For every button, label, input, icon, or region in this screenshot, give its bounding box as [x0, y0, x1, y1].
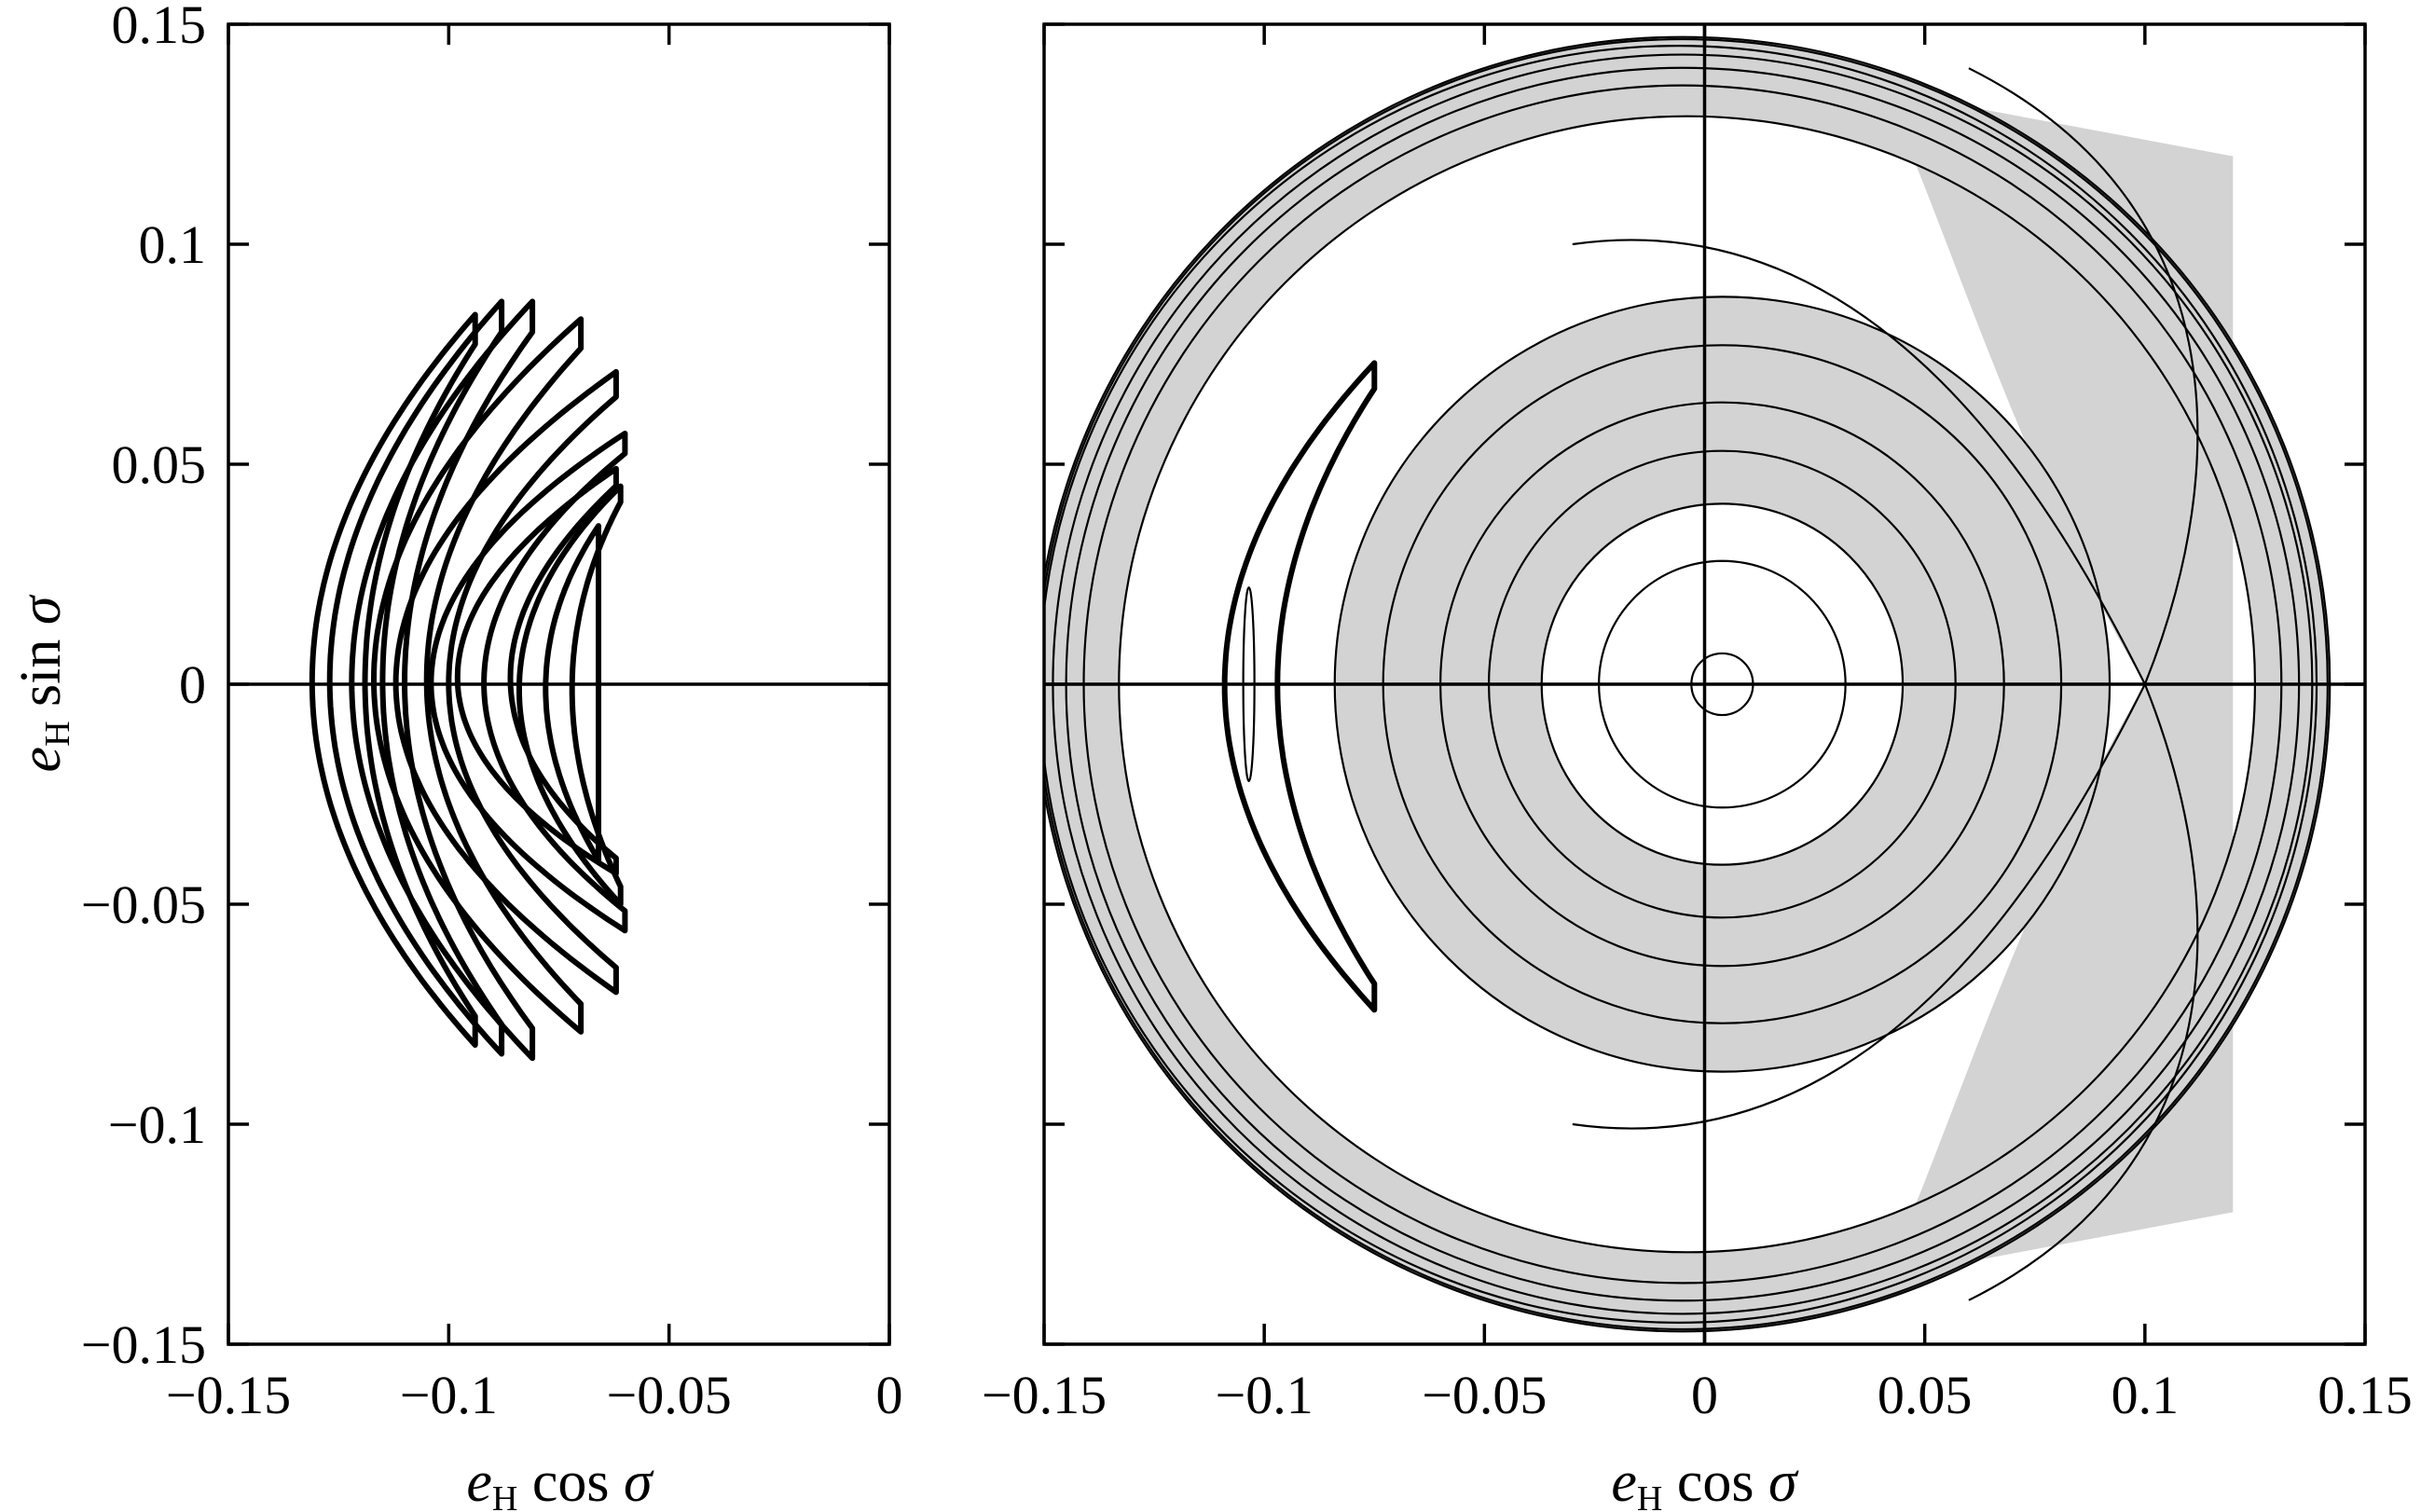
right-separatrix-curve: [1572, 683, 2146, 1130]
left-x-tick-label: −0.15: [166, 1365, 291, 1425]
left-y-tick-label: 0: [179, 654, 206, 715]
right-separatrix-curve: [1968, 683, 2199, 1301]
left-ticks: [227, 22, 891, 1346]
right-x-tick-label: 0.05: [1878, 1365, 1973, 1425]
right-plot-area: [1044, 24, 2365, 1344]
left-trajectory-loop: [428, 431, 628, 934]
left-trajectory-loop: [392, 368, 619, 996]
left-x-axis-label: eH cos σ: [466, 1450, 654, 1512]
left-y-tick-labels: 0.15 0.1 0.05 0 −0.05 −0.1 −0.15: [81, 0, 206, 1375]
right-x-tick-label: 0: [1691, 1365, 1718, 1425]
right-x-tick-labels: −0.15 −0.1 −0.05 0 0.05 0.1 0.15: [982, 1365, 2413, 1425]
right-separatrix-lobe-fill: [1880, 89, 2234, 1279]
left-y-tick-label: −0.15: [81, 1314, 206, 1375]
right-separatrix-curve: [1572, 239, 2146, 685]
left-y-tick-label: 0.15: [112, 0, 207, 55]
left-plot-area: [228, 298, 889, 1062]
right-x-tick-label: 0.1: [2111, 1365, 2180, 1425]
right-x-tick-label: −0.05: [1422, 1365, 1547, 1425]
right-x-axis-label: eH cos σ: [1611, 1450, 1799, 1512]
left-y-tick-label: 0.05: [112, 434, 207, 495]
right-panel: −0.15 −0.1 −0.05 0 0.05 0.1 0.15 eH cos σ: [982, 22, 2413, 1512]
left-y-axis-label: eH sin σ: [9, 594, 77, 772]
right-x-tick-label: −0.15: [982, 1365, 1107, 1425]
left-trajectory-loop: [543, 523, 601, 863]
left-trajectory-loop: [516, 483, 624, 907]
left-trajectory-loop: [309, 311, 478, 1048]
left-panel: −0.15 −0.1 −0.05 0 0.150.10.050−0.05−0.1−0.…: [9, 0, 903, 1512]
left-y-tick-label: −0.1: [108, 1094, 206, 1155]
right-x-tick-label: 0.15: [2318, 1365, 2413, 1425]
left-trajectory-loop: [349, 298, 536, 1062]
left-x-tick-label: −0.1: [400, 1365, 498, 1425]
left-trajectory-loop: [454, 465, 619, 876]
right-trajectory-loop: [1221, 360, 1378, 1013]
right-ticks: [1042, 22, 2367, 1346]
right-separatrix-curve: [1968, 67, 2199, 685]
left-x-tick-labels: −0.15 −0.1 −0.05 0: [166, 1365, 903, 1425]
left-x-tick-label: 0: [876, 1365, 903, 1425]
left-y-tick-label: −0.05: [81, 874, 206, 935]
right-x-tick-label: −0.1: [1216, 1365, 1314, 1425]
left-x-tick-label: −0.05: [607, 1365, 732, 1425]
left-trajectory-loop: [371, 316, 585, 1035]
left-y-tick-label: 0.1: [139, 214, 207, 275]
